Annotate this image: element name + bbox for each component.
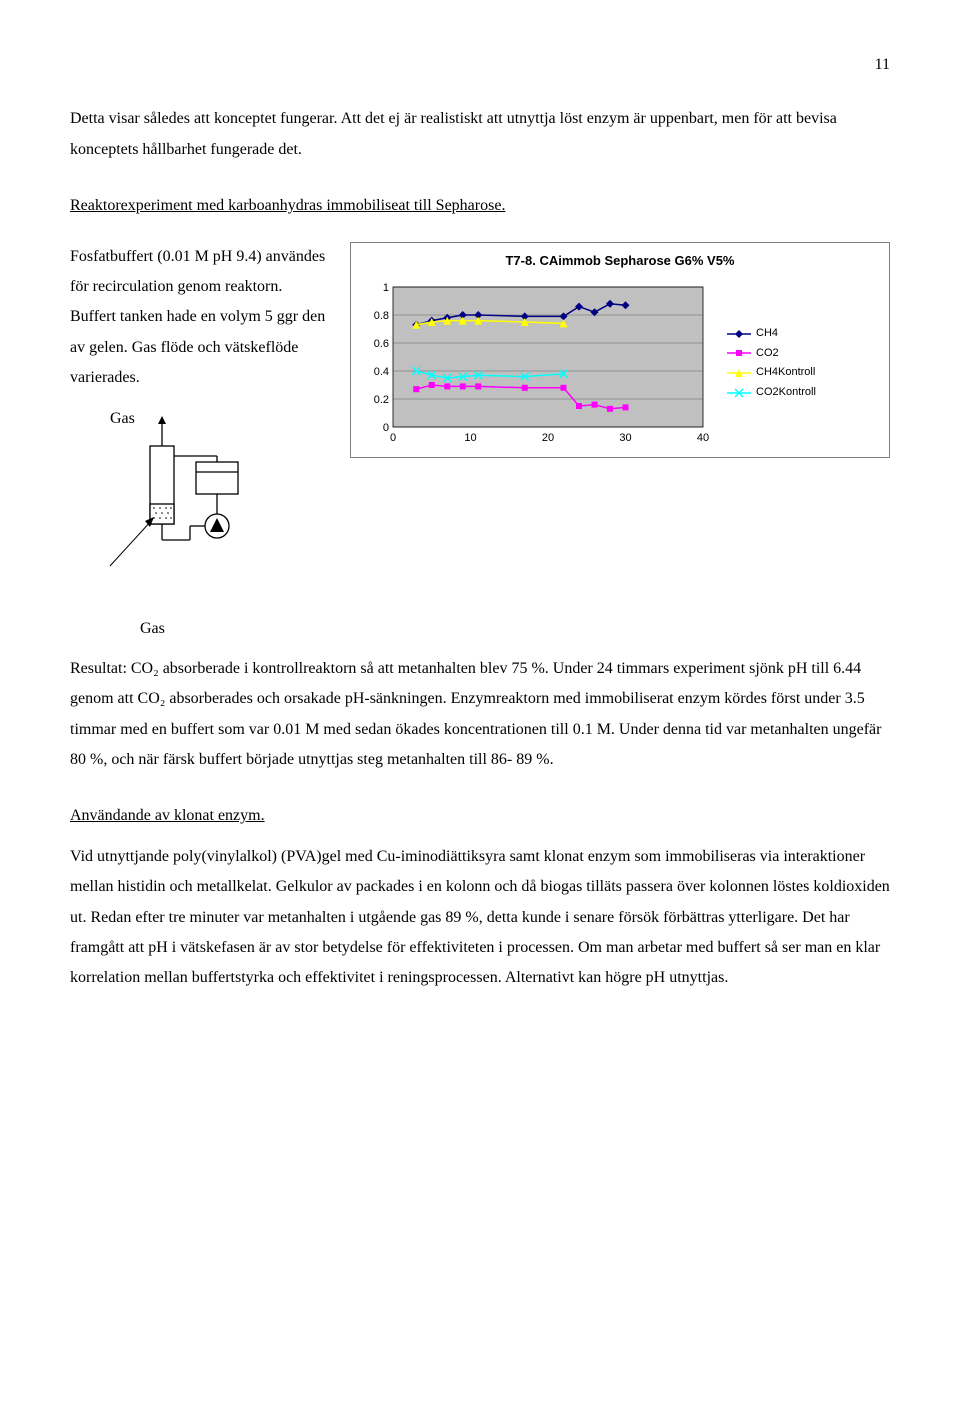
- svg-text:0.8: 0.8: [374, 310, 389, 322]
- svg-text:20: 20: [542, 432, 554, 444]
- svg-text:0.4: 0.4: [374, 366, 389, 378]
- legend-label: CO2Kontroll: [756, 384, 816, 402]
- svg-text:10: 10: [464, 432, 476, 444]
- left-text: Fosfatbuffert (0.01 M pH 9.4) användes f…: [70, 242, 330, 394]
- chart-column: T7-8. CAimmob Sepharose G6% V5% 0 0.2 0.4 0…: [350, 242, 890, 459]
- gas-label-lower: Gas: [140, 614, 890, 644]
- legend-label: CH4: [756, 325, 778, 343]
- legend-item: CH4: [727, 325, 816, 343]
- legend-item: CH4Kontroll: [727, 364, 816, 382]
- svg-text:30: 30: [619, 432, 631, 444]
- legend-label: CO2: [756, 345, 779, 363]
- chart-frame: T7-8. CAimmob Sepharose G6% V5% 0 0.2 0.4 0…: [350, 242, 890, 459]
- svg-text:40: 40: [697, 432, 709, 444]
- svg-text:1: 1: [383, 282, 389, 294]
- reactor-svg: [70, 416, 290, 586]
- svg-text:0: 0: [383, 422, 389, 434]
- chart-title: T7-8. CAimmob Sepharose G6% V5%: [359, 249, 881, 274]
- section-2-paragraph: Vid utnyttjande poly(vinylalkol) (PVA)ge…: [70, 842, 890, 994]
- legend-item: CO2Kontroll: [727, 384, 816, 402]
- chart-plot: 00.20.40.60.81010203040: [359, 279, 719, 449]
- legend-item: CO2: [727, 345, 816, 363]
- intro-paragraph: Detta visar således att konceptet funger…: [70, 104, 890, 165]
- text-chart-row: Fosfatbuffert (0.01 M pH 9.4) användes f…: [70, 242, 890, 584]
- section-2-heading: Användande av klonat enzym.: [70, 801, 890, 831]
- svg-text:0.2: 0.2: [374, 394, 389, 406]
- results-paragraph: Resultat: CO₂ absorberade i kontrollreak…: [70, 654, 890, 776]
- svg-text:0.6: 0.6: [374, 338, 389, 350]
- section-1-heading: Reaktorexperiment med karboanhydras immo…: [70, 191, 890, 221]
- svg-text:0: 0: [390, 432, 396, 444]
- left-text-column: Fosfatbuffert (0.01 M pH 9.4) användes f…: [70, 242, 330, 584]
- page-number: 11: [70, 50, 890, 80]
- chart-legend: CH4 CO2CH4Kontroll CO2Kontroll: [727, 325, 816, 403]
- reactor-diagram: Gas: [70, 404, 290, 584]
- legend-label: CH4Kontroll: [756, 364, 815, 382]
